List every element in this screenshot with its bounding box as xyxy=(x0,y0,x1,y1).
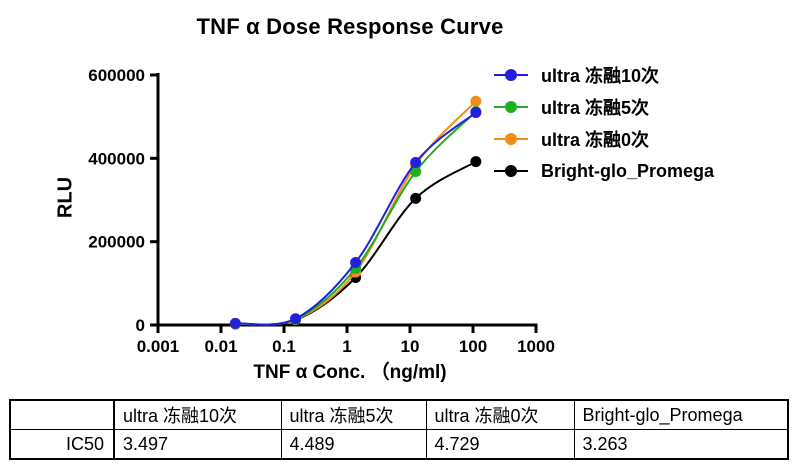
table-header-cell: Bright-glo_Promega xyxy=(573,399,789,430)
x-tick-label: 0.01 xyxy=(204,337,237,356)
x-tick-label: 1 xyxy=(342,337,351,356)
table-header-row: ultra 冻融10次 ultra 冻融5次 ultra 冻融0次 Bright-gl… xyxy=(9,399,789,430)
y-tick-label: 400000 xyxy=(88,149,145,168)
legend-dot xyxy=(505,165,517,177)
table-corner-cell xyxy=(9,399,115,430)
legend-label: ultra 冻融10次 xyxy=(541,66,660,86)
table-value-cell: 3.497 xyxy=(113,429,282,460)
x-axis-title: TNF α Conc. （ng/ml) xyxy=(253,362,447,383)
x-tick-label: 0.001 xyxy=(137,337,180,356)
table-value-cell: 4.489 xyxy=(280,429,427,460)
legend-item-0: ultra 冻融10次 xyxy=(494,59,714,91)
ic50-table-body: IC50 3.497 4.489 4.729 3.263 xyxy=(9,429,789,460)
y-tick-label: 0 xyxy=(136,316,145,335)
legend-marker-icon xyxy=(494,101,528,113)
data-point xyxy=(410,192,422,204)
x-tick-label: 0.1 xyxy=(272,337,296,356)
table-value-cell: 4.729 xyxy=(425,429,575,460)
x-tick-label: 1000 xyxy=(517,337,555,356)
table-value-cell: 3.263 xyxy=(573,429,789,460)
y-tick-label: 200000 xyxy=(88,233,145,252)
legend-marker-icon xyxy=(494,69,528,81)
data-point xyxy=(410,166,422,178)
legend-dot xyxy=(505,101,517,113)
table-row: IC50 3.497 4.489 4.729 3.263 xyxy=(9,429,789,460)
data-point xyxy=(470,95,482,107)
data-point xyxy=(350,257,362,268)
legend-marker-icon xyxy=(494,165,528,177)
legend-item-3: Bright-glo_Promega xyxy=(494,155,714,187)
table-header-cell: ultra 冻融10次 xyxy=(113,399,282,430)
legend-item-1: ultra 冻融5次 xyxy=(494,91,714,123)
x-tick-label: 100 xyxy=(459,337,487,356)
legend-label: Bright-glo_Promega xyxy=(541,160,715,181)
table-header-cell: ultra 冻融5次 xyxy=(280,399,427,430)
legend-dot xyxy=(505,69,517,81)
legend-label: ultra 冻融0次 xyxy=(541,130,650,150)
data-point xyxy=(289,313,301,325)
legend-marker-icon xyxy=(494,133,528,145)
table-header-cell: ultra 冻融0次 xyxy=(425,399,575,430)
legend-dot xyxy=(505,133,517,145)
legend-item-2: ultra 冻融0次 xyxy=(494,123,714,155)
y-tick-label: 600000 xyxy=(88,66,145,85)
legend-label: ultra 冻融5次 xyxy=(541,98,650,118)
data-point xyxy=(229,317,241,329)
ic50-table-head: ultra 冻融10次 ultra 冻融5次 ultra 冻融0次 Bright-gl… xyxy=(9,399,789,430)
x-tick-label: 10 xyxy=(401,337,420,356)
series-curve xyxy=(235,110,477,326)
table-row-label: IC50 xyxy=(9,429,115,460)
dose-response-plot: 0 200000 400000 600000 0.001 0.01 0.1 1 10 100 100… xyxy=(88,66,555,356)
legend: ultra 冻融10次 ultra 冻融5次 ultra 冻融0次 Bright-gl… xyxy=(494,59,714,187)
data-point xyxy=(470,156,482,168)
data-point xyxy=(470,107,482,118)
chart-title: TNF α Dose Response Curve xyxy=(196,14,504,39)
data-point xyxy=(410,157,422,168)
series-curve xyxy=(235,100,477,326)
series-curve xyxy=(235,160,477,326)
ic50-table: ultra 冻融10次 ultra 冻融5次 ultra 冻融0次 Bright-gl… xyxy=(9,399,789,460)
